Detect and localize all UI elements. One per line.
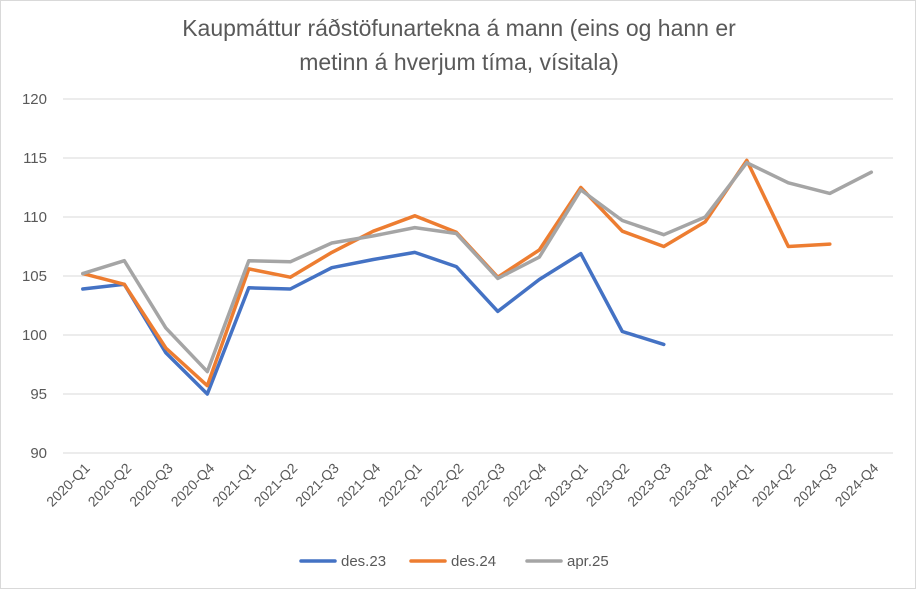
x-tick-label: 2020-Q4: [168, 460, 218, 510]
x-tick-label: 2022-Q2: [417, 460, 467, 510]
x-tick-label: 2023-Q4: [666, 460, 716, 510]
x-tick-label: 2020-Q1: [43, 460, 93, 510]
y-tick-label: 100: [22, 327, 47, 344]
legend-label-apr.25: apr.25: [567, 553, 609, 570]
y-tick-label: 110: [23, 209, 47, 226]
y-tick-label: 95: [30, 386, 47, 403]
x-tick-label: 2022-Q1: [375, 460, 425, 510]
x-tick-label: 2020-Q3: [126, 460, 176, 510]
x-tick-label: 2021-Q4: [334, 460, 384, 510]
x-tick-label: 2021-Q2: [251, 460, 301, 510]
chart-title-line-1: Kaupmáttur ráðstöfunartekna á mann (eins…: [182, 15, 736, 41]
y-tick-label: 105: [22, 268, 47, 285]
chart-title: Kaupmáttur ráðstöfunartekna á mann (eins…: [1, 11, 916, 79]
x-tick-label: 2023-Q3: [624, 460, 674, 510]
x-tick-label: 2024-Q4: [832, 460, 882, 510]
legend-label-des.24: des.24: [451, 553, 496, 570]
x-tick-label: 2022-Q4: [500, 460, 550, 510]
x-tick-label: 2020-Q2: [85, 460, 135, 510]
x-tick-label: 2021-Q1: [209, 460, 259, 510]
x-tick-label: 2022-Q3: [458, 460, 508, 510]
y-tick-label: 115: [23, 150, 47, 167]
series-line-des.23: [81, 250, 666, 396]
y-tick-label: 90: [30, 445, 47, 462]
x-tick-label: 2024-Q2: [749, 460, 799, 510]
chart-title-line-2: metinn á hverjum tíma, vísitala): [299, 49, 619, 75]
y-tick-label: 120: [22, 91, 47, 108]
series-line-des.24: [81, 158, 832, 388]
x-tick-label: 2023-Q1: [541, 460, 591, 510]
series-line-apr.25: [81, 160, 874, 374]
x-tick-label: 2023-Q2: [583, 460, 633, 510]
x-tick-label: 2024-Q1: [707, 460, 757, 510]
x-tick-label: 2024-Q3: [790, 460, 840, 510]
legend-label-des.23: des.23: [341, 553, 386, 570]
x-tick-label: 2021-Q3: [292, 460, 342, 510]
